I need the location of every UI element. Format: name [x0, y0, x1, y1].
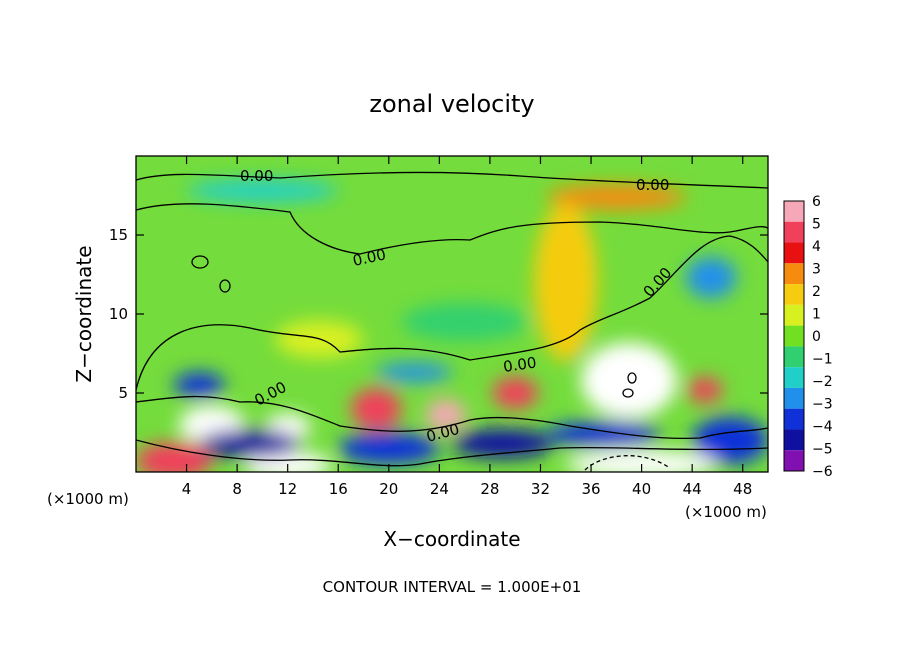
x-unit-left: (×1000 m): [47, 490, 129, 508]
x-tick-label: 36: [581, 480, 600, 498]
field-feature: [685, 257, 737, 299]
x-axis-label: X−coordinate: [383, 527, 520, 551]
contour-label: 0.00: [502, 353, 538, 375]
field-feature: [546, 421, 661, 447]
colorbar-swatch: [784, 387, 804, 409]
y-axis: 5 10 15: [109, 226, 768, 402]
colorbar-swatch: [784, 201, 804, 222]
colorbar-label: −5: [812, 442, 833, 458]
colorbar-swatch: [784, 284, 804, 305]
field-feature: [492, 377, 538, 409]
colorbar-swatch: [784, 346, 804, 368]
colorbar-swatch: [784, 304, 804, 326]
field-feature: [425, 399, 466, 431]
contour-line: [219, 279, 231, 293]
contour-line: [136, 395, 768, 440]
contour-line: [622, 388, 634, 398]
field-feature: [338, 432, 440, 465]
contour-label: 0.00: [636, 176, 669, 194]
chart-title: zonal velocity: [369, 90, 534, 118]
field-feature: [186, 179, 339, 202]
field-feature: [376, 362, 452, 382]
heatmap-field: [136, 156, 768, 472]
field-feature: [565, 449, 718, 472]
field-feature: [687, 377, 723, 403]
colorbar-frame: [783, 200, 805, 472]
colorbar-swatch: [784, 325, 804, 347]
y-tick-label: 10: [109, 305, 128, 323]
x-axis: 4 8 12 16 20 24 28 32 36 40 44 48: [182, 156, 752, 498]
x-tick-label: 20: [379, 480, 398, 498]
colorbar-swatch: [784, 408, 804, 430]
colorbar-swatch: [784, 450, 804, 471]
colorbar-swatch: [784, 242, 804, 264]
y-axis-label: Z−coordinate: [72, 245, 96, 382]
colorbar-label: −4: [812, 419, 833, 435]
colorbar-label: −3: [812, 397, 833, 413]
colorbar-label: 4: [812, 239, 821, 255]
colorbar-label: −1: [812, 352, 833, 368]
x-tick-label: 16: [329, 480, 348, 498]
field-feature: [350, 388, 402, 430]
colorbar-label: 1: [812, 307, 821, 323]
x-tick-label: 32: [531, 480, 550, 498]
colorbar-swatch: [784, 221, 804, 243]
field-feature: [692, 416, 768, 465]
contour-line: [584, 455, 671, 471]
colorbar-label: 0: [812, 329, 821, 345]
contour-line: [136, 439, 768, 467]
x-tick-label: 28: [480, 480, 499, 498]
x-tick-label: 44: [683, 480, 702, 498]
x-tick-label: 48: [733, 480, 752, 498]
colorbar: 6 5 4 3 2 1 0 −1 −2 −3 −4 −5 −6: [783, 194, 833, 480]
y-tick-label: 5: [118, 384, 128, 402]
contour-interval-note: CONTOUR INTERVAL = 1.000E+01: [323, 578, 582, 596]
colorbar-swatch: [784, 367, 804, 388]
x-tick-label: 24: [430, 480, 449, 498]
x-tick-label: 8: [232, 480, 242, 498]
x-tick-label: 4: [182, 480, 192, 498]
colorbar-label: −6: [812, 464, 833, 480]
colorbar-label: 5: [812, 217, 821, 233]
field-feature: [401, 302, 528, 341]
contour-line: [627, 372, 637, 384]
colorbar-label: −2: [812, 374, 833, 390]
contour-line: [136, 171, 768, 189]
y-tick-label: 15: [109, 226, 128, 244]
x-unit-right: (×1000 m): [685, 503, 767, 521]
contour-line: [191, 255, 209, 269]
colorbar-swatch: [784, 429, 804, 451]
x-tick-label: 40: [632, 480, 651, 498]
contour-line: [136, 203, 768, 255]
field-feature: [546, 184, 686, 210]
field-feature: [136, 441, 212, 472]
colorbar-label: 6: [812, 194, 821, 210]
colorbar-swatch: [784, 263, 804, 285]
contour-label: 0.00: [240, 167, 273, 185]
contour-line: [136, 235, 768, 391]
field-feature: [199, 429, 301, 458]
field-feature: [534, 203, 598, 362]
colorbar-label: 2: [812, 284, 821, 300]
field-feature: [173, 372, 225, 398]
colorbar-label: 3: [812, 262, 821, 278]
x-tick-label: 12: [278, 480, 297, 498]
